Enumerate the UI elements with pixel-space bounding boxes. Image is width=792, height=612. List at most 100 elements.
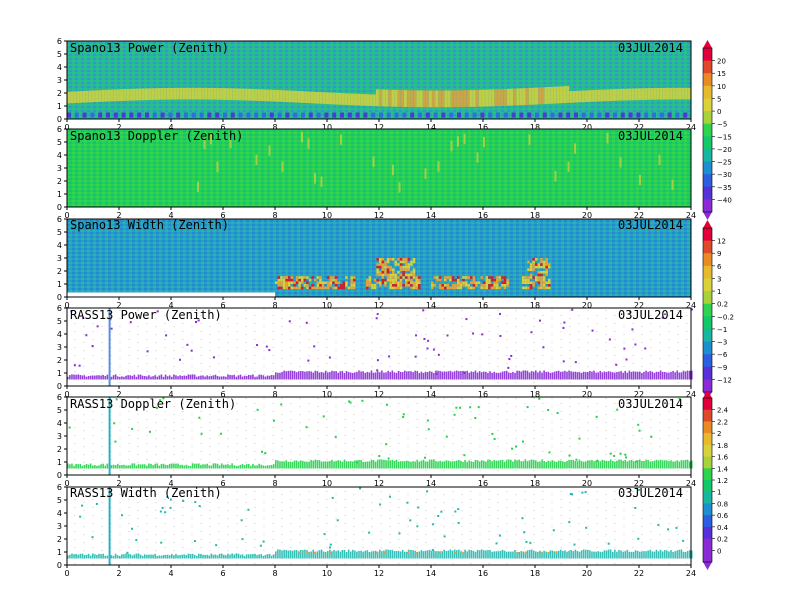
width-echo-cell	[493, 278, 496, 282]
rass-band-cell	[283, 370, 285, 380]
width-echo-cell	[545, 271, 548, 274]
width-echo-cell	[324, 286, 327, 290]
colorbar-label: 0.2	[717, 536, 728, 544]
rass-scatter-point	[135, 408, 138, 411]
colorbar-swatch	[703, 136, 712, 150]
panel-date: 03JUL2014	[618, 41, 683, 55]
rass-band-cell	[449, 461, 452, 469]
x-tick-label: 8	[272, 123, 277, 132]
rass-scatter-point	[361, 399, 364, 402]
rass-band-cell	[293, 371, 296, 380]
width-echo-cell	[379, 260, 382, 264]
rass-scatter-point	[322, 415, 325, 418]
rass-band-cell	[614, 461, 616, 469]
power-echo-cell	[310, 91, 314, 104]
rass-band-cell	[447, 550, 450, 559]
power-echo-cell	[588, 90, 592, 102]
rass-band-cell	[645, 370, 647, 380]
width-echo-cell	[342, 284, 346, 287]
x-tick-label: 6	[220, 390, 225, 399]
width-echo-cell	[532, 265, 535, 269]
width-echo-cell	[537, 286, 541, 290]
y-tick-label: 6	[57, 37, 62, 46]
rass-band-cell	[198, 463, 200, 469]
low-level-cell	[433, 112, 438, 118]
width-echo-cell	[540, 263, 543, 266]
rass-scatter-point	[661, 316, 664, 319]
width-echo-cell	[308, 286, 312, 290]
rass-band-cell	[212, 463, 215, 469]
width-echo-cell	[316, 286, 320, 290]
colorbar-label: 2	[717, 430, 721, 438]
colorbar-swatch	[703, 538, 712, 551]
rass-band-cell	[549, 461, 552, 469]
rass-band-cell	[324, 461, 327, 469]
colorbar-label: 1.8	[717, 442, 728, 450]
width-echo-cell	[431, 286, 434, 290]
x-tick-label: 8	[272, 301, 277, 310]
power-echo-cell	[581, 90, 585, 103]
rass-band-cell	[688, 550, 691, 559]
rass-band-cell	[480, 460, 483, 469]
power-echo-cell	[219, 88, 223, 100]
rass-band-cell	[89, 375, 92, 380]
rass-scatter-point	[200, 432, 203, 435]
rass-band-cell	[582, 549, 585, 559]
rass-band-cell	[478, 371, 481, 380]
rass-scatter-point	[508, 358, 511, 361]
width-echo-cell	[329, 281, 333, 284]
rass-scatter-point	[96, 325, 99, 328]
rass-band-cell	[254, 376, 256, 380]
rass-scatter-point	[179, 358, 182, 361]
x-tick-label: 8	[272, 211, 277, 220]
power-echo-cell	[73, 91, 77, 104]
doppler-echo-cell	[554, 170, 557, 182]
rass-band-cell	[478, 550, 481, 559]
rass-band-cell	[123, 554, 125, 559]
rass-band-cell	[611, 372, 614, 380]
rass-scatter-point	[440, 510, 443, 513]
rass-band-cell	[98, 553, 100, 559]
rass-scatter-point	[260, 450, 263, 453]
low-level-cell	[98, 112, 103, 118]
low-level-cell	[683, 112, 688, 118]
width-echo-cell	[467, 284, 470, 287]
width-echo-cell	[392, 258, 395, 261]
rass-band-cell	[376, 371, 379, 380]
rass-band-cell	[173, 463, 175, 469]
width-echo-cell	[470, 286, 473, 290]
low-level-cell	[184, 112, 188, 118]
rass-scatter-point	[82, 317, 85, 320]
x-tick-label: 4	[168, 123, 173, 132]
x-tick-label: 0	[64, 390, 69, 399]
power-echo-cell	[363, 94, 367, 106]
rass-band-cell	[557, 460, 560, 469]
rass-band-cell	[487, 550, 489, 559]
rass-band-cell	[345, 461, 348, 469]
width-echo-cell	[506, 278, 509, 282]
rass-band-cell	[320, 461, 323, 469]
rass-band-cell	[634, 550, 637, 559]
rass-band-cell	[98, 375, 100, 380]
width-echo-cell	[477, 281, 481, 284]
width-echo-cell	[537, 271, 541, 274]
rass-scatter-point	[446, 334, 449, 337]
rass-band-cell	[385, 372, 387, 380]
rass-band-cell	[260, 464, 263, 469]
width-echo-cell	[496, 278, 499, 282]
rass-band-cell	[607, 549, 610, 559]
rass-band-cell	[343, 459, 346, 469]
power-echo-cell	[223, 88, 226, 100]
width-echo-cell	[298, 284, 301, 287]
rass-scatter-point	[387, 457, 390, 460]
rass-band-cell	[185, 375, 188, 380]
width-echo-cell	[394, 284, 398, 287]
power-echo-cell	[229, 88, 233, 100]
rass-band-cell	[682, 370, 685, 380]
rass-scatter-point	[389, 495, 392, 498]
rass-band-cell	[102, 553, 104, 559]
rass-band-cell	[591, 371, 593, 380]
colorbar-swatch	[703, 73, 712, 87]
rass-band-cell	[143, 464, 146, 469]
